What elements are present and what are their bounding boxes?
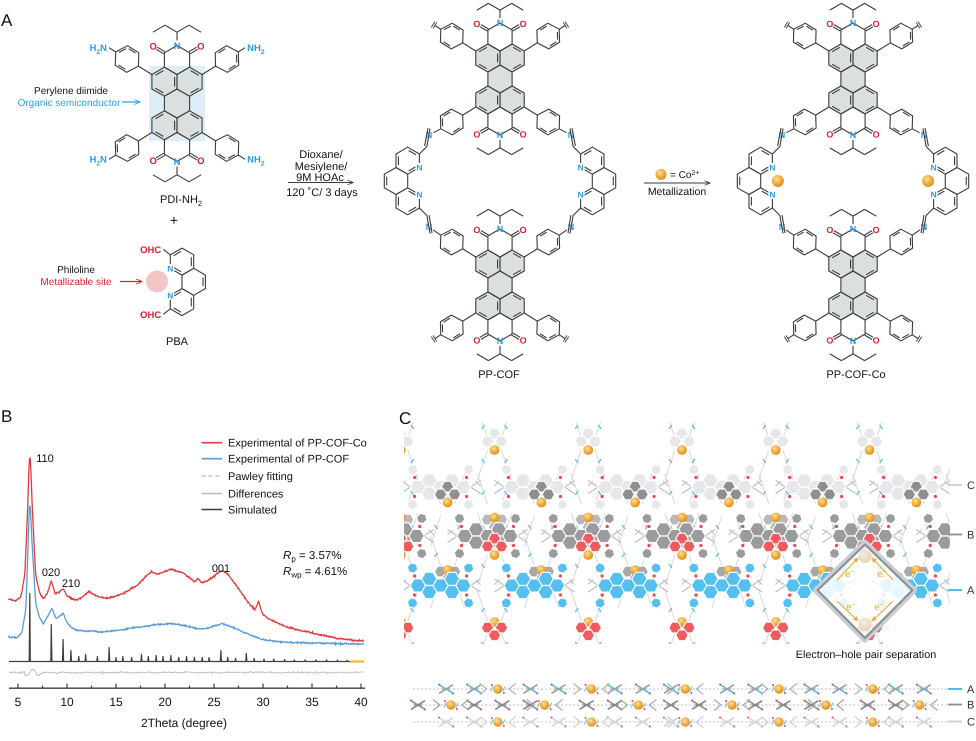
svg-text:C: C [967,717,975,729]
svg-text:N: N [931,163,937,173]
svg-text:210: 210 [62,578,80,590]
svg-text:B: B [967,530,974,542]
svg-text:N: N [497,130,504,140]
svg-text:O: O [473,225,480,235]
svg-text:N: N [167,263,173,273]
svg-text:O: O [150,156,157,167]
svg-text:Experimental of PP-COF-Co: Experimental of PP-COF-Co [228,438,367,450]
svg-text:Metallization: Metallization [648,186,707,198]
svg-text:Differences: Differences [228,488,284,500]
svg-text:N: N [850,18,857,28]
svg-text:Philoline: Philoline [57,265,95,276]
svg-text:Organic semiconductor: Organic semiconductor [18,98,121,109]
svg-text:N: N [850,130,857,140]
svg-text:N: N [174,41,181,52]
svg-text:O: O [197,156,204,167]
svg-text:OHC: OHC [140,310,161,321]
svg-text:PBA: PBA [166,336,189,348]
svg-text:020: 020 [42,567,60,579]
svg-text:O: O [520,225,527,235]
svg-text:N: N [931,190,937,200]
svg-text:001: 001 [212,563,230,575]
svg-text:O: O [826,19,833,29]
svg-text:25: 25 [207,695,221,709]
svg-text:O: O [520,19,527,29]
svg-text:OHC: OHC [140,245,161,256]
svg-text:N: N [850,224,857,234]
svg-text:PP-COF: PP-COF [478,369,520,381]
svg-text:N: N [167,290,173,300]
svg-text:A: A [967,684,975,696]
svg-text:O: O [873,130,880,140]
svg-text:15: 15 [109,695,123,709]
svg-text:C: C [967,480,975,492]
svg-text:B: B [1,407,12,426]
svg-text:N: N [769,190,775,200]
svg-text:O: O [826,336,833,346]
svg-text:5: 5 [15,695,22,709]
svg-text:O: O [826,130,833,140]
svg-text:120 ˚C/ 3 days: 120 ˚C/ 3 days [286,187,358,199]
svg-text:O: O [873,19,880,29]
svg-text:O: O [826,225,833,235]
svg-text:Experimental of PP-COF: Experimental of PP-COF [228,454,349,466]
svg-text:10: 10 [60,695,74,709]
svg-text:Perylene diimide: Perylene diimide [34,86,108,97]
svg-text:N: N [174,157,181,168]
svg-text:N: N [850,336,857,346]
svg-text:N: N [497,336,504,346]
svg-text:O: O [520,130,527,140]
svg-text:N: N [416,190,422,200]
svg-text:O: O [150,42,157,53]
svg-text:N: N [497,224,504,234]
svg-text:O: O [473,19,480,29]
svg-text:35: 35 [305,695,319,709]
svg-text:O: O [873,336,880,346]
svg-text:Metallizable site: Metallizable site [40,277,112,288]
svg-text:2Theta (degree): 2Theta (degree) [141,716,227,730]
svg-text:110: 110 [36,453,54,465]
svg-text:C: C [399,409,411,428]
svg-text:+: + [170,212,178,228]
svg-text:N: N [416,163,422,173]
svg-text:20: 20 [158,695,172,709]
svg-text:Pawley fitting: Pawley fitting [228,471,293,483]
svg-text:Dioxane/: Dioxane/ [299,149,343,161]
svg-text:9M HOAc: 9M HOAc [296,172,344,184]
svg-text:PDI-NH2: PDI-NH2 [160,194,202,208]
svg-text:30: 30 [256,695,270,709]
svg-text:Simulated: Simulated [228,504,277,516]
svg-text:N: N [578,190,584,200]
svg-text:O: O [520,336,527,346]
svg-text:O: O [473,130,480,140]
svg-text:N: N [497,18,504,28]
svg-text:B: B [967,700,974,712]
svg-text:O: O [197,42,204,53]
svg-text:Electron–hole pair separation: Electron–hole pair separation [796,649,936,661]
svg-text:O: O [873,225,880,235]
svg-text:PP-COF-Co: PP-COF-Co [826,369,885,381]
svg-text:A: A [967,585,975,597]
svg-text:N: N [769,163,775,173]
svg-text:40: 40 [354,695,368,709]
svg-text:A: A [1,11,13,30]
svg-text:N: N [578,163,584,173]
svg-text:O: O [473,336,480,346]
